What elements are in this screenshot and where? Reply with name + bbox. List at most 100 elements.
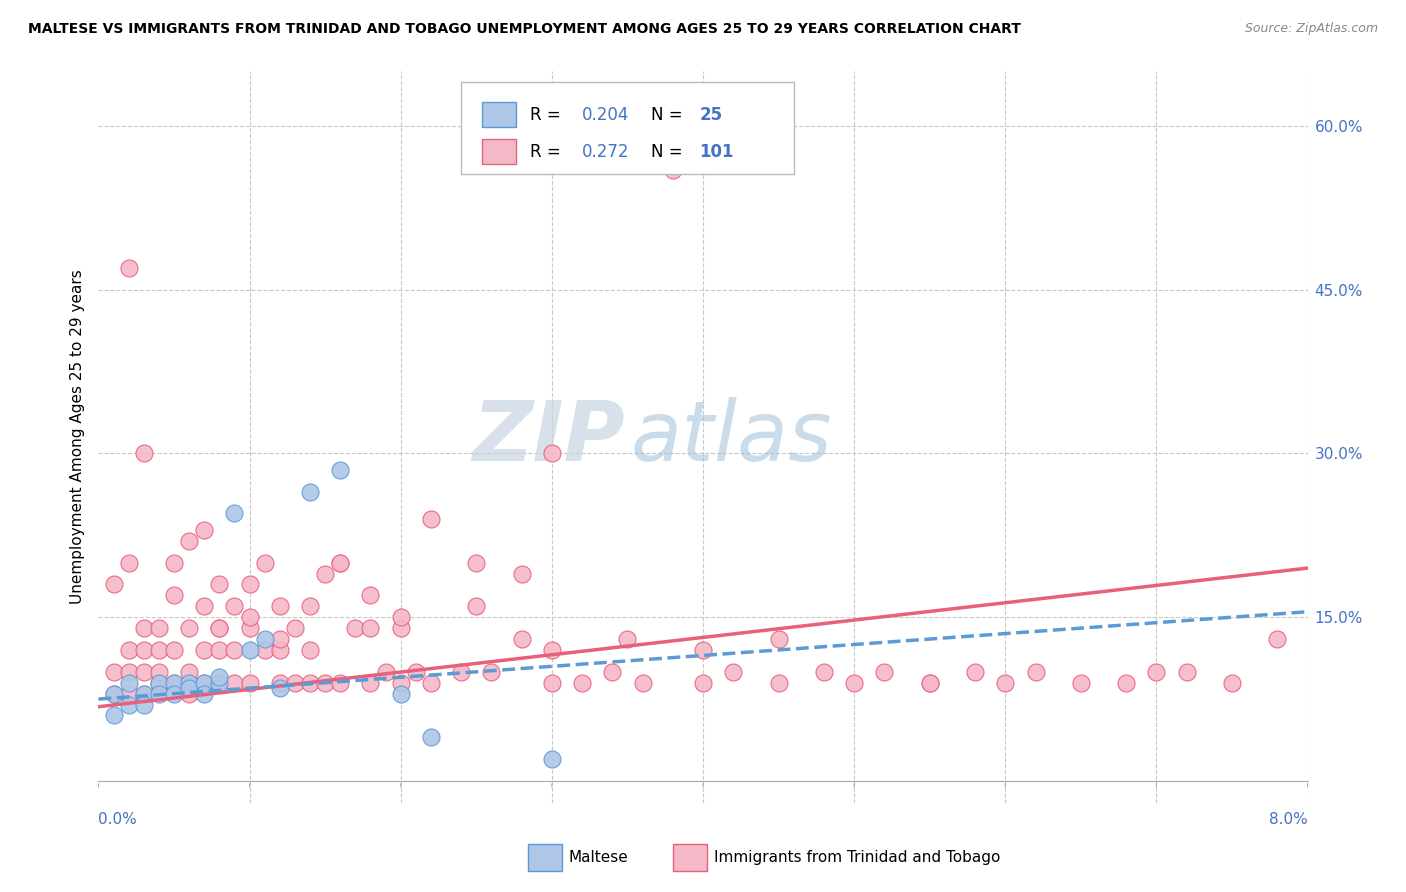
Text: N =: N = [651,106,688,124]
Point [389,610,412,624]
Point [224,599,246,614]
Bar [482,102,516,127]
Text: atlas: atlas [630,397,832,477]
Text: MALTESE VS IMMIGRANTS FROM TRINIDAD AND TOBAGO UNEMPLOYMENT AMONG AGES 25 TO 29 : MALTESE VS IMMIGRANTS FROM TRINIDAD AND … [28,22,1021,37]
Point [299,675,322,690]
Point [465,556,488,570]
Point [510,566,533,581]
Point [179,681,201,695]
Point [118,687,141,701]
Point [193,599,215,614]
Point [314,566,336,581]
Point [163,643,186,657]
Point [193,675,215,690]
Point [510,632,533,646]
Point [661,162,683,177]
Point [420,512,443,526]
Point [193,675,215,690]
Point [299,643,322,657]
Point [374,665,396,679]
Point [239,643,262,657]
Point [344,621,367,635]
Point [148,675,170,690]
Point [103,708,125,723]
Point [918,675,941,690]
Point [132,643,155,657]
Point [208,675,231,690]
Point [193,687,215,701]
Point [360,675,382,690]
Point [103,665,125,679]
Text: 0.0%: 0.0% [98,812,138,827]
Point [540,675,562,690]
Point [193,523,215,537]
Point [163,588,186,602]
Text: 25: 25 [699,106,723,124]
Point [118,665,141,679]
Y-axis label: Unemployment Among Ages 25 to 29 years: Unemployment Among Ages 25 to 29 years [69,269,84,605]
Point [269,643,291,657]
Point [132,687,155,701]
Point [269,681,291,695]
Text: 0.204: 0.204 [582,106,630,124]
Text: Source: ZipAtlas.com: Source: ZipAtlas.com [1244,22,1378,36]
Point [163,675,186,690]
Point [420,731,443,745]
Point [253,632,276,646]
Point [329,675,352,690]
Point [284,621,307,635]
Point [329,463,352,477]
Point [179,675,201,690]
Point [844,675,866,690]
Bar [672,845,707,871]
Point [1025,665,1047,679]
Text: ZIP: ZIP [472,397,624,477]
Point [103,687,125,701]
Point [132,698,155,712]
Point [389,621,412,635]
Point [1267,632,1289,646]
Point [1070,675,1092,690]
Point [163,675,186,690]
Point [616,632,638,646]
Point [208,621,231,635]
Point [148,687,170,701]
Point [103,577,125,591]
Point [208,670,231,684]
Point [132,621,155,635]
Point [118,643,141,657]
Point [179,621,201,635]
Point [148,675,170,690]
Point [540,446,562,460]
Point [1220,675,1243,690]
Point [768,632,790,646]
Text: R =: R = [530,143,567,161]
Point [239,610,262,624]
Point [224,643,246,657]
Point [224,675,246,690]
Point [405,665,427,679]
Text: 8.0%: 8.0% [1268,812,1308,827]
Point [163,687,186,701]
Point [179,533,201,548]
Point [269,632,291,646]
Point [1146,665,1168,679]
Point [224,507,246,521]
Point [239,621,262,635]
Point [132,446,155,460]
Point [299,484,322,499]
Point [253,556,276,570]
Text: R =: R = [530,106,567,124]
Point [1175,665,1198,679]
Point [314,675,336,690]
Point [723,665,745,679]
Point [571,675,593,690]
Point [163,556,186,570]
Point [873,665,896,679]
FancyBboxPatch shape [461,82,793,174]
Text: 101: 101 [699,143,734,161]
Point [208,577,231,591]
Point [360,588,382,602]
Point [540,752,562,766]
Point [118,556,141,570]
